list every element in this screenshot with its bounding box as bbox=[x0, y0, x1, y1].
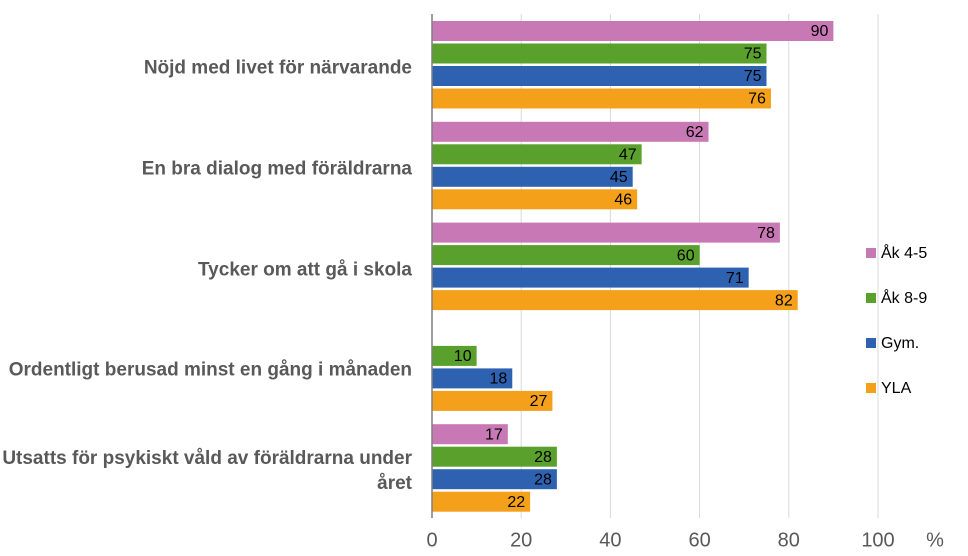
data-label: 62 bbox=[686, 124, 704, 141]
bar bbox=[432, 166, 633, 187]
bar bbox=[432, 21, 834, 41]
legend-swatch bbox=[866, 338, 876, 348]
data-label: 27 bbox=[530, 393, 548, 410]
legend-swatch bbox=[866, 293, 876, 303]
data-label: 75 bbox=[744, 68, 762, 85]
category-label: Nöjd med livet för närvarande bbox=[143, 57, 412, 79]
category-label: En bra dialog med föräldrarna bbox=[141, 158, 412, 180]
category-label: Ordentligt berusad minst en gång i månad… bbox=[8, 359, 412, 381]
bar bbox=[432, 446, 557, 467]
bar bbox=[432, 491, 531, 512]
legend-label: Åk 8-9 bbox=[881, 288, 927, 307]
data-label: 28 bbox=[534, 449, 552, 466]
data-label: 47 bbox=[619, 147, 637, 164]
data-label: 28 bbox=[534, 471, 552, 488]
x-tick-label: 40 bbox=[599, 529, 621, 551]
x-axis-unit: % bbox=[926, 529, 944, 551]
bar bbox=[432, 368, 513, 389]
x-tick-label: 100 bbox=[861, 529, 894, 551]
x-tick-label: 0 bbox=[426, 529, 437, 551]
legend-label: Gym. bbox=[881, 335, 919, 352]
legend-swatch bbox=[866, 248, 876, 258]
data-label: 75 bbox=[744, 46, 762, 63]
data-label: 22 bbox=[507, 494, 525, 511]
legend-swatch bbox=[866, 383, 876, 393]
x-tick-label: 20 bbox=[510, 529, 532, 551]
bar bbox=[432, 222, 780, 243]
data-label: 10 bbox=[454, 348, 472, 365]
legend-label: Åk 4-5 bbox=[881, 243, 927, 262]
category-label: Utsatts för psykiskt våld av föräldrarna… bbox=[2, 448, 412, 495]
legend-label: YLA bbox=[881, 380, 912, 397]
bar bbox=[432, 144, 642, 165]
x-tick-label: 80 bbox=[778, 529, 800, 551]
data-label: 71 bbox=[726, 270, 744, 287]
bar bbox=[432, 88, 771, 109]
bar bbox=[432, 290, 798, 311]
data-label: 82 bbox=[775, 292, 793, 309]
data-label: 76 bbox=[748, 91, 766, 108]
bar bbox=[432, 189, 638, 210]
bar bbox=[432, 345, 477, 366]
bar bbox=[432, 267, 749, 288]
data-label: 17 bbox=[485, 426, 503, 443]
bar bbox=[432, 43, 767, 64]
data-label: 18 bbox=[489, 371, 507, 388]
bar bbox=[432, 424, 508, 445]
data-label: 90 bbox=[811, 23, 829, 40]
bar bbox=[432, 245, 700, 266]
data-label: 46 bbox=[614, 192, 632, 209]
data-label: 60 bbox=[677, 247, 695, 264]
category-label: Tycker om att gå i skola bbox=[197, 259, 412, 281]
x-tick-label: 60 bbox=[688, 529, 710, 551]
data-label: 45 bbox=[610, 169, 628, 186]
bar bbox=[432, 66, 767, 86]
bar bbox=[432, 121, 709, 142]
bar bbox=[432, 469, 557, 490]
bar bbox=[432, 390, 553, 411]
data-label: 78 bbox=[757, 225, 775, 242]
